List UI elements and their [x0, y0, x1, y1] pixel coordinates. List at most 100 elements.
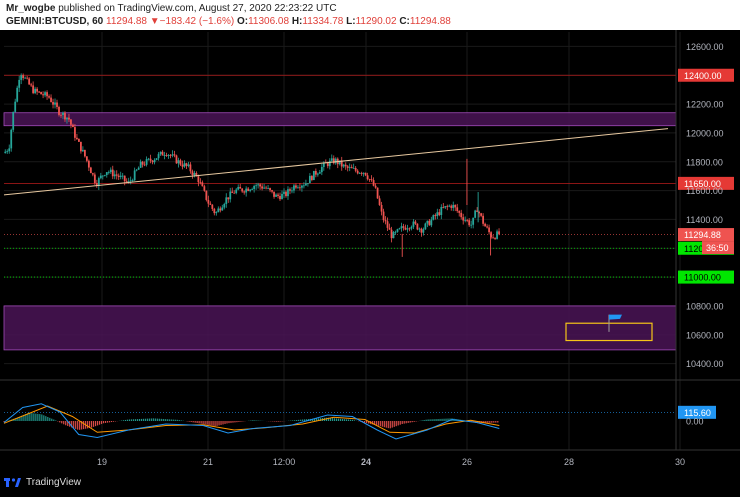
candle-body: [488, 227, 490, 233]
candle-body: [20, 75, 23, 80]
candle-body: [412, 221, 415, 227]
candle-body: [350, 167, 353, 169]
candle-body: [241, 188, 244, 192]
candle-body: [301, 185, 303, 188]
candle-body: [76, 137, 78, 140]
candle-body: [177, 160, 180, 164]
candle-body: [486, 226, 488, 228]
candle-body: [30, 84, 33, 86]
candle-body: [215, 212, 218, 214]
candle-body: [18, 79, 21, 88]
candle-body: [211, 204, 214, 209]
candle-body: [66, 117, 68, 120]
time-label-30: 30: [675, 457, 685, 467]
candle-body: [135, 169, 138, 171]
candle-body: [93, 174, 96, 184]
candle-body: [68, 117, 70, 120]
candle-body: [205, 190, 208, 200]
candle-body: [414, 221, 417, 224]
candle-body: [289, 189, 291, 191]
candle-body: [316, 173, 319, 175]
candle-body: [139, 161, 142, 168]
open-label: O:: [236, 16, 249, 27]
price-change: ▼−183.42 (−1.6%): [149, 16, 235, 27]
candle-body: [125, 181, 128, 182]
candle-body: [169, 154, 172, 156]
candle-body: [446, 206, 449, 207]
candle-body: [26, 77, 29, 79]
candle-body: [159, 151, 162, 155]
candle-body: [145, 159, 148, 165]
candle-body: [245, 188, 248, 193]
candle-body: [492, 237, 494, 239]
candle-body: [80, 141, 82, 152]
candle-body: [440, 206, 443, 215]
footer: TradingView: [0, 468, 740, 497]
zone-0: [3, 112, 677, 127]
candle-body: [42, 94, 44, 96]
candle-body: [113, 174, 116, 177]
zone-1: [3, 305, 677, 351]
candle-body: [101, 175, 104, 177]
candle-body: [376, 187, 379, 199]
symbol-label[interactable]: GEMINI:BTCUSD, 60: [6, 16, 104, 27]
author-name[interactable]: Mr_wogbe: [6, 3, 56, 14]
candle-body: [273, 191, 275, 197]
candle-body: [117, 175, 120, 177]
time-label-24: 24: [361, 457, 371, 467]
candle-body: [251, 189, 254, 190]
candle-body: [442, 206, 445, 208]
price-chart[interactable]: 12600.00 12400.00 12200.00 12000.00 11800.00…: [0, 30, 740, 468]
candle-body: [36, 88, 39, 92]
candle-body: [14, 101, 17, 112]
candle-body: [314, 170, 317, 175]
candle-body: [428, 220, 431, 226]
candle-body: [165, 155, 168, 156]
candle-body: [89, 167, 92, 174]
candle-body: [259, 184, 262, 187]
candle-body: [143, 164, 146, 166]
candle-body: [121, 175, 124, 177]
candle-body: [171, 154, 174, 156]
candle-body: [352, 167, 355, 169]
candle-body: [213, 208, 216, 214]
candle-body: [193, 172, 196, 176]
candle-body: [466, 220, 469, 221]
time-label-26: 26: [462, 457, 472, 467]
candle-body: [408, 228, 411, 230]
candle-body: [38, 91, 40, 93]
last-price: 11294.88: [106, 16, 147, 27]
candle-body: [392, 232, 395, 239]
candle-body: [185, 163, 188, 166]
candle-body: [111, 169, 114, 177]
candle-body: [60, 114, 62, 116]
candle-body: [209, 203, 212, 205]
candle-body: [227, 197, 230, 200]
candle-body: [348, 167, 351, 168]
candle-body: [129, 180, 132, 182]
candle-body: [342, 164, 345, 167]
candle-body: [346, 166, 349, 168]
candle-body: [378, 198, 381, 205]
candle-body: [297, 187, 299, 189]
tradingview-logo[interactable]: TradingView: [4, 476, 81, 488]
price-tick-label: 12600.00: [686, 42, 724, 52]
candle-body: [151, 160, 154, 163]
close-value: 11294.88: [409, 16, 451, 27]
candle-body: [305, 183, 307, 186]
candle-body: [99, 175, 102, 179]
candle-body: [368, 179, 371, 180]
ohlc-legend: GEMINI:BTCUSD, 60 11294.88 ▼−183.42 (−1.…: [6, 16, 451, 27]
price-tag-label: 12400.00: [684, 71, 722, 81]
candle-body: [64, 112, 66, 120]
candle-body: [149, 158, 152, 161]
candle-body: [490, 232, 492, 238]
close-label: C:: [399, 16, 410, 27]
candle-body: [91, 173, 94, 175]
candle-body: [362, 172, 365, 174]
candle-body: [48, 96, 50, 98]
candle-body: [249, 189, 252, 191]
candle-body: [265, 187, 267, 189]
high-label: H:: [291, 16, 303, 27]
candle-body: [72, 124, 74, 128]
